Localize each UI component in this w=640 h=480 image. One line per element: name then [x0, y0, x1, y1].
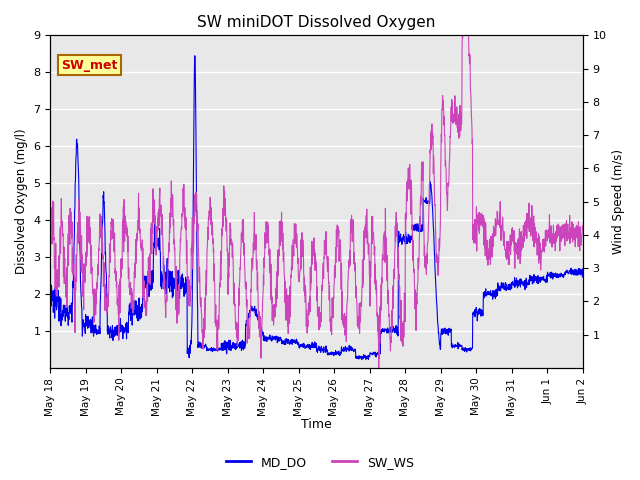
Text: SW_met: SW_met: [61, 59, 117, 72]
Title: SW miniDOT Dissolved Oxygen: SW miniDOT Dissolved Oxygen: [197, 15, 436, 30]
Y-axis label: Wind Speed (m/s): Wind Speed (m/s): [612, 149, 625, 254]
Legend: MD_DO, SW_WS: MD_DO, SW_WS: [221, 451, 419, 474]
X-axis label: Time: Time: [301, 419, 332, 432]
Y-axis label: Dissolved Oxygen (mg/l): Dissolved Oxygen (mg/l): [15, 129, 28, 275]
